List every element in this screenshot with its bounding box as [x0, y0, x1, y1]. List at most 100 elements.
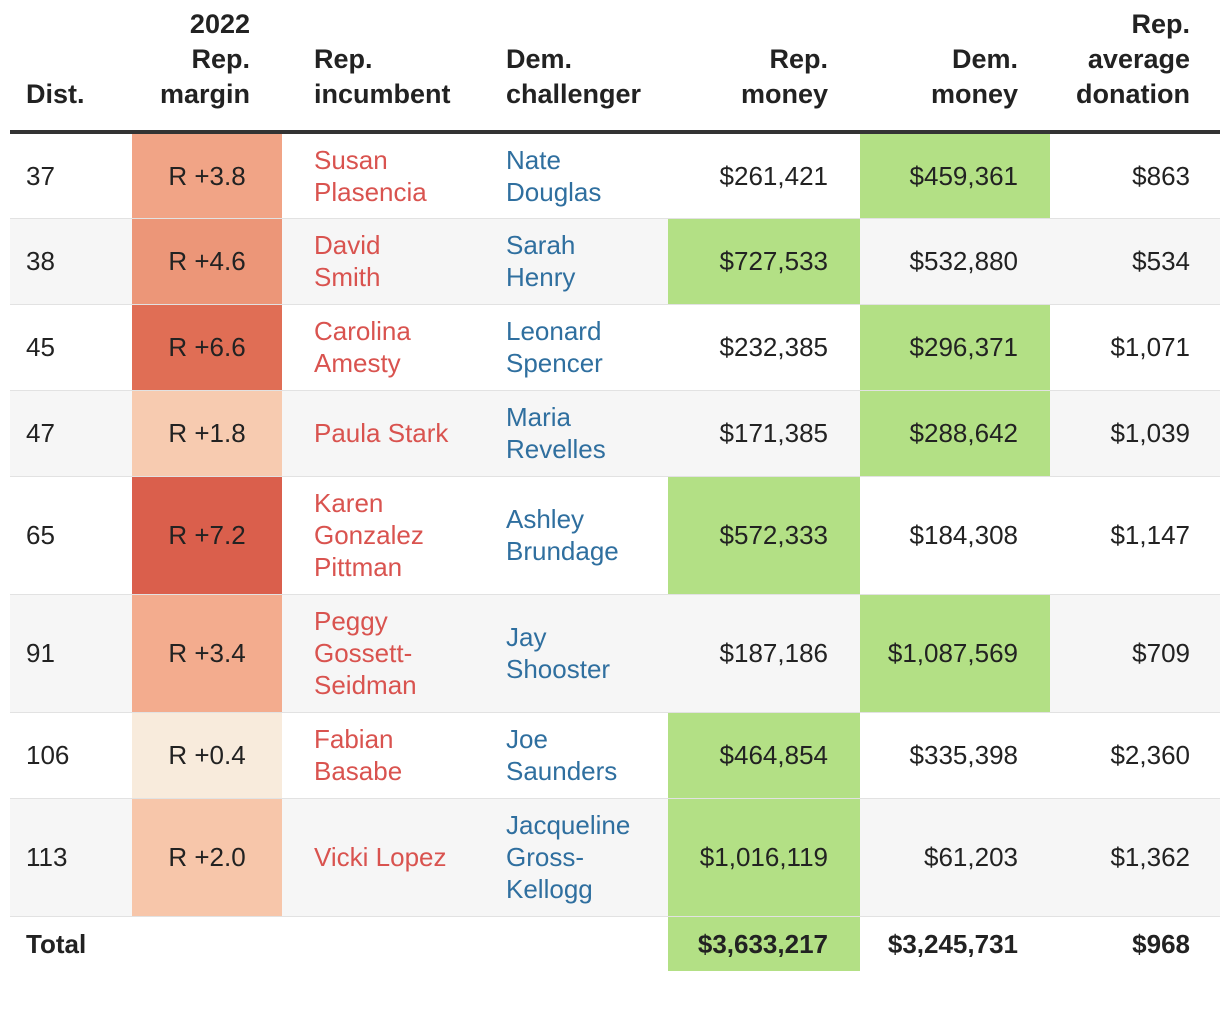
rep-money-cell: $232,385 — [719, 332, 828, 362]
rep-money-cell: $1,016,119 — [668, 798, 860, 916]
column-header-rep-avg-donation: Rep. average donation — [1050, 0, 1220, 134]
column-header-dist: Dist. — [10, 0, 132, 134]
dem-money-cell: $532,880 — [860, 218, 1050, 304]
column-header-line: margin — [159, 79, 250, 109]
table-row: 37 R +3.8 Susan Plasencia Nate Douglas $261,42… — [10, 132, 1220, 218]
table-body: 37 R +3.8 Susan Plasencia Nate Douglas $261,42… — [10, 132, 1220, 971]
column-header-line: Rep. — [191, 44, 250, 74]
table-row: 106 R +0.4 Fabian Basabe Joe Saunders $464,854… — [10, 712, 1220, 798]
dem-money-cell: $459,361 — [860, 132, 1050, 218]
margin-cell: R +1.8 — [132, 390, 282, 476]
fundraising-table-container: Dist. 2022 Rep. margin Rep. incumbent Dem. chal… — [10, 0, 1220, 971]
rep-money-cell: $261,421 — [719, 160, 828, 191]
dem-challenger-cell-line: Maria — [506, 402, 572, 432]
dem-challenger-cell-line: Jay — [506, 622, 547, 652]
rep-incumbent-cell: Paula Stark — [282, 390, 474, 476]
margin-cell: R +0.4 — [132, 712, 282, 798]
column-header-line: Dist. — [26, 79, 85, 109]
table-header: Dist. 2022 Rep. margin Rep. incumbent Dem. chal… — [10, 0, 1220, 134]
dem-challenger-cell: Jay Shooster — [474, 594, 668, 712]
fundraising-table: Dist. 2022 Rep. margin Rep. incumbent Dem. chal… — [10, 0, 1220, 971]
column-header-dem-challenger: Dem. challenger — [474, 0, 668, 134]
rep-incumbent-cell-line: Pittman — [314, 552, 403, 582]
rep-incumbent-cell: Susan Plasencia — [282, 132, 474, 218]
rep-avg-donation-cell: $1,039 — [1050, 390, 1220, 476]
rep-incumbent-cell-line: Amesty — [314, 348, 401, 378]
dem-money-cell: $61,203 — [860, 798, 1050, 916]
district-cell: 65 — [26, 520, 55, 550]
dem-money-cell: $296,371 — [860, 304, 1050, 390]
table-row: 91 R +3.4 Peggy Gossett- Seidman Jay Shooster $… — [10, 594, 1220, 712]
dem-money-cell: $184,308 — [909, 520, 1018, 550]
column-header-line: Dem. — [506, 44, 573, 74]
dem-challenger-cell-line: Spencer — [506, 348, 603, 378]
district-cell: 45 — [26, 332, 55, 362]
margin-cell: R +4.6 — [132, 218, 282, 304]
total-avg-donation: $968 — [1050, 916, 1220, 971]
rep-incumbent-cell: Carolina Amesty — [282, 304, 474, 390]
column-header-line: Rep. — [314, 44, 373, 74]
rep-incumbent-cell: Karen Gonzalez Pittman — [282, 476, 474, 594]
rep-avg-donation-cell: $709 — [1050, 594, 1220, 712]
margin-cell: R +7.2 — [132, 476, 282, 594]
margin-cell: R +3.4 — [132, 594, 282, 712]
column-header-line: Rep. — [1131, 9, 1190, 39]
dem-challenger-cell-line: Douglas — [506, 176, 602, 207]
dem-challenger-cell: Sarah Henry — [474, 218, 668, 304]
total-rep-money: $3,633,217 — [668, 916, 860, 971]
total-empty-cell — [282, 916, 474, 971]
rep-incumbent-cell-line: Plasencia — [314, 176, 427, 207]
dem-challenger-cell: Nate Douglas — [474, 132, 668, 218]
dem-challenger-cell-line: Leonard — [506, 316, 602, 346]
dem-challenger-cell-line: Brundage — [506, 536, 619, 566]
district-cell: 38 — [10, 218, 132, 304]
rep-money-cell: $187,186 — [668, 594, 860, 712]
rep-money-cell: $171,385 — [668, 390, 860, 476]
dem-challenger-cell: Maria Revelles — [474, 390, 668, 476]
rep-incumbent-cell: Vicki Lopez — [282, 798, 474, 916]
rep-incumbent-cell-line: Gonzalez — [314, 520, 424, 550]
column-header-line: incumbent — [314, 79, 451, 109]
margin-cell: R +2.0 — [132, 798, 282, 916]
dem-challenger-cell-line: Sarah — [506, 230, 576, 260]
dem-challenger-cell-line: Kellogg — [506, 874, 593, 904]
rep-avg-donation-cell: $2,360 — [1110, 740, 1190, 770]
dem-money-cell: $288,642 — [860, 390, 1050, 476]
total-label: Total — [10, 916, 132, 971]
rep-incumbent-cell-line: Basabe — [314, 756, 403, 786]
table-row: 113 R +2.0 Vicki Lopez Jacqueline Gross- Kell… — [10, 798, 1220, 916]
rep-money-cell: $727,533 — [668, 218, 860, 304]
table-row: 45 R +6.6 Carolina Amesty Leonard Spencer $232… — [10, 304, 1220, 390]
rep-avg-donation-cell: $1,071 — [1110, 332, 1190, 362]
dem-challenger-cell-line: Joe — [506, 724, 548, 754]
dem-challenger-cell-line: Henry — [506, 262, 576, 292]
table-row: 47 R +1.8 Paula Stark Maria Revelles $171,385… — [10, 390, 1220, 476]
rep-money-cell: $572,333 — [668, 476, 860, 594]
dem-challenger-cell: Ashley Brundage — [474, 476, 668, 594]
column-header-line: money — [930, 79, 1018, 109]
district-cell: 113 — [10, 798, 132, 916]
rep-incumbent-cell-line: Smith — [314, 262, 381, 292]
dem-money-cell: $335,398 — [909, 740, 1018, 770]
district-cell: 37 — [26, 160, 55, 191]
column-header-line: Dem. — [951, 44, 1018, 74]
dem-challenger-cell-line: Jacqueline — [506, 810, 631, 840]
rep-incumbent-cell-line: Seidman — [314, 670, 417, 700]
rep-avg-donation-cell: $534 — [1050, 218, 1220, 304]
rep-incumbent-cell-line: Peggy — [314, 606, 388, 636]
rep-incumbent-cell: Fabian Basabe — [282, 712, 474, 798]
column-header-line: challenger — [506, 79, 642, 109]
rep-avg-donation-cell: $863 — [1132, 160, 1190, 191]
dem-challenger-cell-line: Ashley — [506, 504, 585, 534]
rep-avg-donation-cell: $1,362 — [1050, 798, 1220, 916]
column-header-rep-money: Rep. money — [668, 0, 860, 134]
column-header-rep-incumbent: Rep. incumbent — [282, 0, 474, 134]
rep-incumbent-cell: Peggy Gossett- Seidman — [282, 594, 474, 712]
table-row: 38 R +4.6 David Smith Sarah Henry $727,533 $532… — [10, 218, 1220, 304]
total-empty-cell — [132, 916, 282, 971]
rep-avg-donation-cell: $1,147 — [1110, 520, 1190, 550]
rep-incumbent-cell-line: Gossett- — [314, 638, 413, 668]
column-header-dem-money: Dem. money — [860, 0, 1050, 134]
total-row: Total $3,633,217 $3,245,731 $968 — [10, 916, 1220, 971]
rep-incumbent-cell: David Smith — [282, 218, 474, 304]
